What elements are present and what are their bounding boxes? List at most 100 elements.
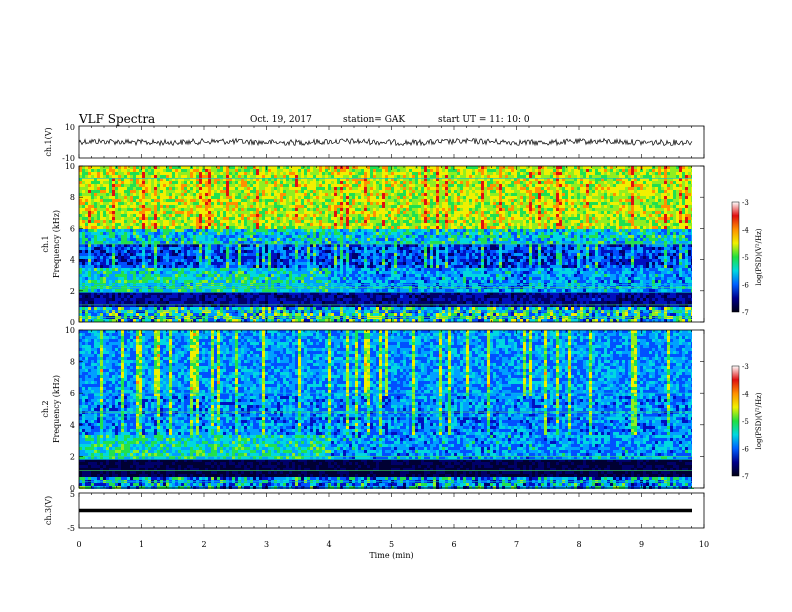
ch1-spectrogram-cell <box>199 205 202 208</box>
ch1-spectrogram-cell <box>103 313 106 316</box>
ch1-spectrogram-cell <box>133 223 136 226</box>
ch1-spectrogram-cell <box>271 253 274 256</box>
ch1-spectrogram-cell <box>322 205 325 208</box>
ch1-spectrogram-cell <box>325 259 328 262</box>
ch1-spectrogram-cell <box>334 229 337 232</box>
ch1-spectrogram-cell <box>322 250 325 253</box>
ch1-spectrogram-cell <box>283 202 286 205</box>
ch1-spectrogram-cell <box>244 208 247 211</box>
ch1-spectrogram-cell <box>178 301 181 304</box>
ch1-spectrogram-cell <box>79 262 82 265</box>
ch1-spectrogram-cell <box>133 190 136 193</box>
ch1-spectrogram-cell <box>169 301 172 304</box>
ch1-spectrogram-cell <box>331 223 334 226</box>
ch1-spectrogram-cell <box>187 208 190 211</box>
ch1-spectrogram-cell <box>247 253 250 256</box>
ch1-spectrogram-cell <box>238 202 241 205</box>
ch1-spectrogram-cell <box>139 295 142 298</box>
ch1-spectrogram-cell <box>301 301 304 304</box>
ch1-spectrogram-cell <box>172 280 175 283</box>
ch1-spectrogram-cell <box>142 298 145 301</box>
ch1-spectrogram-cell <box>217 238 220 241</box>
ch1-spectrogram-cell <box>262 199 265 202</box>
ch1-spectrogram-cell <box>352 220 355 223</box>
ch1-spectrogram-cell <box>196 241 199 244</box>
ch1-spectrogram-cell <box>223 184 226 187</box>
ch1-spectrogram-cell <box>214 214 217 217</box>
ch1-spectrogram-cell <box>307 298 310 301</box>
ch1-spectrogram-cell <box>202 232 205 235</box>
ch1-spectrogram-cell <box>187 247 190 250</box>
ch1-spectrogram-cell <box>148 202 151 205</box>
ch1-spectrogram-cell <box>337 313 340 316</box>
ch1-spectrogram-cell <box>88 235 91 238</box>
ch1-spectrogram-cell <box>211 166 214 169</box>
ch1-spectrogram-cell <box>184 274 187 277</box>
ch1-spectrogram-cell <box>313 262 316 265</box>
ch1-spectrogram-cell <box>127 175 130 178</box>
ch1-spectrogram-cell <box>127 217 130 220</box>
ch1-spectrogram-cell <box>262 211 265 214</box>
ch1-spectrogram-cell <box>253 202 256 205</box>
ch1-spectrogram-cell <box>112 187 115 190</box>
ch1-spectrogram-cell <box>295 217 298 220</box>
ch1-spectrogram-cell <box>223 202 226 205</box>
ch1-spectrogram-cell <box>295 319 298 322</box>
ch1-spectrogram-cell <box>142 319 145 322</box>
ch1-spectrogram-cell <box>343 295 346 298</box>
ch1-spectrogram-cell <box>193 217 196 220</box>
ch1-spectrogram-cell <box>298 172 301 175</box>
ch1-spectrogram-cell <box>127 235 130 238</box>
ch1-spectrogram-cell <box>265 268 268 271</box>
ch1-spectrogram-cell <box>226 250 229 253</box>
ch1-spectrogram-cell <box>310 199 313 202</box>
ch1-spectrogram-cell <box>310 259 313 262</box>
ch1-spectrogram-cell <box>91 214 94 217</box>
ch1-spectrogram-cell <box>163 196 166 199</box>
ch1-spectrogram-cell <box>130 187 133 190</box>
ch1-spectrogram-cell <box>286 319 289 322</box>
ch1-spectrogram-cell <box>274 226 277 229</box>
ch1-spectrogram-cell <box>217 250 220 253</box>
ch1-spectrogram-cell <box>313 199 316 202</box>
ch1-spectrogram-cell <box>214 238 217 241</box>
ch1-spectrogram-cell <box>139 253 142 256</box>
ch1-spectrogram-cell <box>100 253 103 256</box>
ch1-spectrogram-cell <box>277 169 280 172</box>
ch1-spectrogram-cell <box>319 256 322 259</box>
ch1-spectrogram-cell <box>118 214 121 217</box>
ch1-spectrogram-cell <box>253 310 256 313</box>
ch1-spectrogram-cell <box>241 202 244 205</box>
ch1-spectrogram-cell <box>196 217 199 220</box>
ch1-spectrogram-cell <box>181 202 184 205</box>
ch1-spectrogram-cell <box>295 238 298 241</box>
ch1-spectrogram-cell <box>163 313 166 316</box>
ch1-spectrogram-cell <box>295 166 298 169</box>
ch1-spectrogram-cell <box>136 202 139 205</box>
ch1-spectrogram-cell <box>169 232 172 235</box>
ch1-spectrogram-cell <box>124 214 127 217</box>
ch1-spectrogram-cell <box>301 172 304 175</box>
ch1-spectrogram-cell <box>133 241 136 244</box>
ch1-spectrogram-cell <box>256 289 259 292</box>
ch1-spectrogram-cell <box>319 184 322 187</box>
ch1-spectrogram-cell <box>349 235 352 238</box>
ch1-spectrogram-cell <box>289 226 292 229</box>
ch1-spectrogram-cell <box>247 271 250 274</box>
ch1-spectrogram-cell <box>274 232 277 235</box>
ch1-spectrogram-cell <box>178 262 181 265</box>
ch1-spectrogram-cell <box>358 223 361 226</box>
ch1-spectrogram-cell <box>322 220 325 223</box>
ch1-spectrogram-cell <box>202 319 205 322</box>
ch1-spectrogram-cell <box>358 235 361 238</box>
ch1-spectrogram-cell <box>358 193 361 196</box>
ch1-spectrogram-cell <box>202 241 205 244</box>
ch1-spectrogram-cell <box>100 181 103 184</box>
ch1-spectrogram-cell <box>286 223 289 226</box>
ch1-spectrogram-cell <box>229 307 232 310</box>
ch1-spectrogram-cell <box>172 295 175 298</box>
ch1-spectrogram-cell <box>88 184 91 187</box>
ch1-spectrogram-cell <box>208 244 211 247</box>
ch1-spectrogram-cell <box>235 199 238 202</box>
ch1-spectrogram-cell <box>151 208 154 211</box>
